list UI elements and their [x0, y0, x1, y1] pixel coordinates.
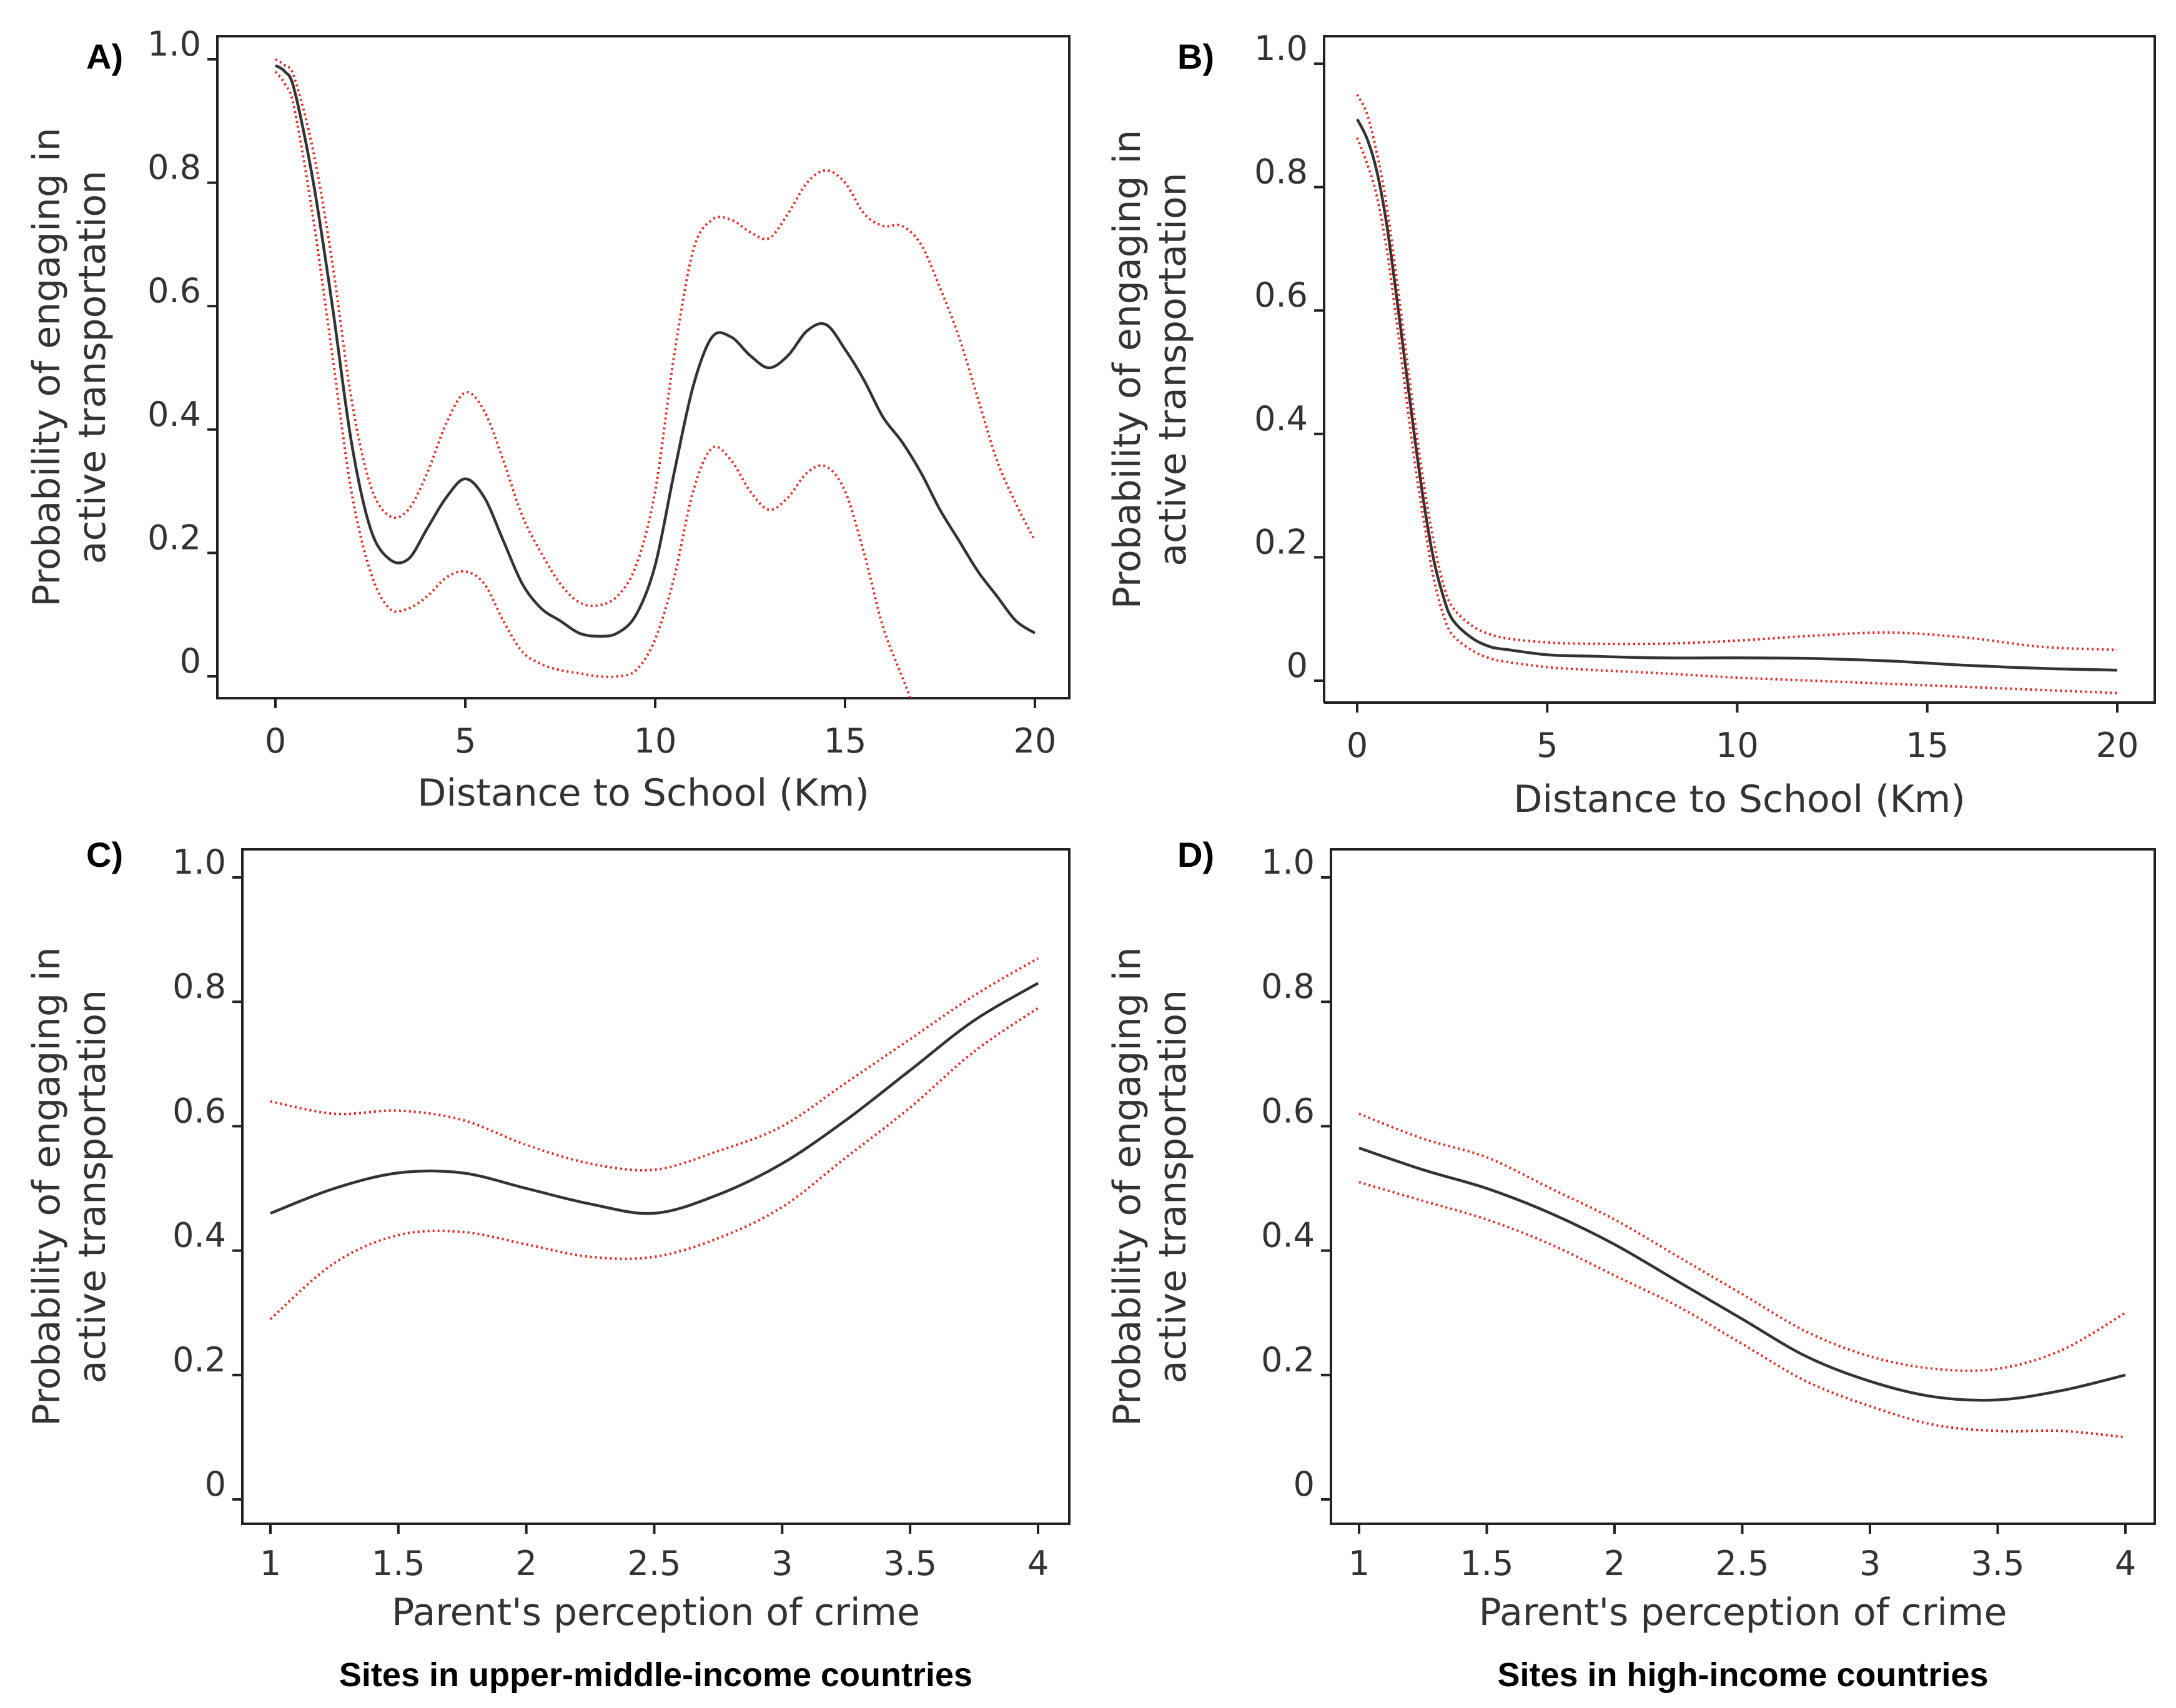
- y-tick-label-c: 0.8: [172, 967, 226, 1006]
- x-tick-label-c: 1.5: [372, 1544, 425, 1583]
- x-tick-label-a: 0: [265, 721, 286, 761]
- y-tick-label-b: 0.4: [1254, 399, 1308, 438]
- series-lower-ci-d: [1358, 1181, 2126, 1439]
- y-tick-label-a: 0.2: [147, 518, 201, 557]
- panel-c: C) 0 0.2 0.4 0.6 0.8 1.0 1 1.5 2 2.5 3 3.5 4 Parent's …: [25, 835, 1071, 1694]
- panel-d: D) 0 0.2 0.4 0.6 0.8 1.0 1 1.5 2 2.5 3 3.5 4 Parent's …: [1105, 835, 2156, 1694]
- panel-b: B) 0 0.2 0.4 0.6 0.8 1.0 0 5 10 15 20 Distance to Sc…: [1105, 29, 2156, 821]
- series-upper-ci-c: [270, 957, 1039, 1172]
- plot-frame-b: [1323, 35, 2156, 704]
- x-tick-label-d: 2.5: [1716, 1544, 1769, 1583]
- series-estimate-c: [270, 982, 1039, 1215]
- y-axis-title-d-line2: active transportation: [1151, 990, 1195, 1383]
- y-tick-label-d: 0.6: [1261, 1091, 1315, 1130]
- plot-frame-a: [216, 35, 1071, 699]
- series-lower-ci-c: [269, 1007, 1039, 1320]
- series-group-c: [269, 957, 1039, 1320]
- series-upper-ci-a: [274, 58, 1036, 608]
- y-tick-label-b: 0: [1287, 646, 1308, 685]
- series-upper-ci-d: [1358, 1112, 2127, 1372]
- y-tick-label-b: 0.6: [1254, 275, 1308, 315]
- x-tick-label-c: 2: [515, 1544, 537, 1583]
- series-estimate-a: [274, 64, 1036, 638]
- panel-label-a: A): [86, 37, 123, 76]
- y-axis-title-a-line2: active transportation: [71, 170, 114, 564]
- y-tick-label-c: 0: [205, 1464, 226, 1504]
- plot-frame-c: [241, 848, 1071, 1525]
- y-tick-label-b: 1.0: [1254, 29, 1308, 68]
- x-tick-label-a: 10: [634, 721, 677, 761]
- x-tick-label-a: 5: [455, 721, 476, 761]
- series-lower-ci-b: [1356, 137, 2118, 694]
- x-axis-title-a: Distance to School (Km): [417, 771, 869, 815]
- x-tick-label-b: 0: [1347, 726, 1368, 765]
- y-tick-label-a: 0.6: [147, 271, 201, 310]
- series-estimate-d: [1358, 1147, 2126, 1402]
- series-group-a: [274, 58, 1036, 698]
- y-tick-label-c: 0.2: [172, 1340, 226, 1380]
- series-group-b: [1355, 94, 2118, 694]
- panel-label-b: B): [1177, 37, 1214, 76]
- y-tick-label-d: 0.8: [1261, 967, 1315, 1006]
- x-axis-title-d: Parent's perception of crime: [1479, 1591, 2007, 1634]
- x-tick-label-b: 15: [1906, 726, 1949, 765]
- y-tick-label-a: 1.0: [147, 24, 201, 64]
- x-tick-label-c: 3.5: [883, 1544, 937, 1583]
- x-tick-label-a: 20: [1014, 721, 1057, 761]
- x-tick-label-d: 3: [1859, 1544, 1881, 1583]
- x-tick-label-a: 15: [824, 721, 867, 761]
- caption-c: Sites in upper-middle-income countries: [339, 1656, 972, 1694]
- x-tick-label-c: 3: [771, 1544, 793, 1583]
- y-tick-label-c: 0.4: [172, 1216, 226, 1255]
- series-group-d: [1358, 1112, 2127, 1439]
- y-tick-label-a: 0.8: [147, 148, 201, 187]
- panel-label-d: D): [1177, 835, 1214, 874]
- series-estimate-b: [1355, 118, 2118, 672]
- y-tick-label-d: 0: [1293, 1464, 1315, 1504]
- x-tick-label-c: 2.5: [628, 1544, 681, 1583]
- y-tick-label-c: 0.6: [172, 1091, 226, 1130]
- plot-frame-d: [1330, 848, 2156, 1525]
- y-tick-label-c: 1.0: [172, 842, 226, 882]
- x-tick-label-b: 10: [1716, 726, 1759, 765]
- y-tick-label-b: 0.2: [1254, 522, 1308, 561]
- x-tick-label-d: 4: [2115, 1544, 2136, 1583]
- y-axis-title-d-line1: Probability of engaging in: [1105, 947, 1149, 1426]
- panel-label-c: C): [86, 835, 123, 874]
- y-axis-title-c-line1: Probability of engaging in: [25, 947, 69, 1426]
- y-tick-label-a: 0.4: [147, 395, 201, 434]
- x-axis-title-c: Parent's perception of crime: [392, 1591, 920, 1634]
- series-upper-ci-b: [1356, 94, 2118, 651]
- y-axis-title-b-line2: active transportation: [1151, 172, 1195, 566]
- x-tick-label-d: 1.5: [1460, 1544, 1514, 1583]
- caption-d: Sites in high-income countries: [1497, 1656, 1988, 1694]
- x-tick-label-d: 2: [1604, 1544, 1625, 1583]
- x-tick-label-d: 3.5: [1971, 1544, 2025, 1583]
- y-tick-label-d: 0.2: [1261, 1340, 1315, 1380]
- x-tick-label-c: 1: [260, 1544, 281, 1583]
- y-axis-title-a-line1: Probability of engaging in: [25, 127, 69, 607]
- panel-a: A) 0 0.2 0.4 0.6 0.8 1.0 0 5 10 15 20 Distance to Sc…: [25, 24, 1071, 815]
- y-tick-label-b: 0.8: [1254, 152, 1308, 192]
- x-axis-title-b: Distance to School (Km): [1513, 777, 1966, 821]
- y-tick-label-d: 1.0: [1261, 842, 1315, 882]
- y-axis-title-b-line1: Probability of engaging in: [1105, 130, 1149, 610]
- y-axis-title-c-line2: active transportation: [71, 990, 114, 1383]
- y-tick-label-d: 0.4: [1261, 1216, 1315, 1255]
- x-tick-label-b: 5: [1536, 726, 1558, 765]
- y-tick-label-a: 0: [180, 641, 201, 681]
- x-tick-label-d: 1: [1348, 1544, 1370, 1583]
- x-tick-label-b: 20: [2096, 726, 2139, 765]
- x-tick-label-c: 4: [1027, 1544, 1049, 1583]
